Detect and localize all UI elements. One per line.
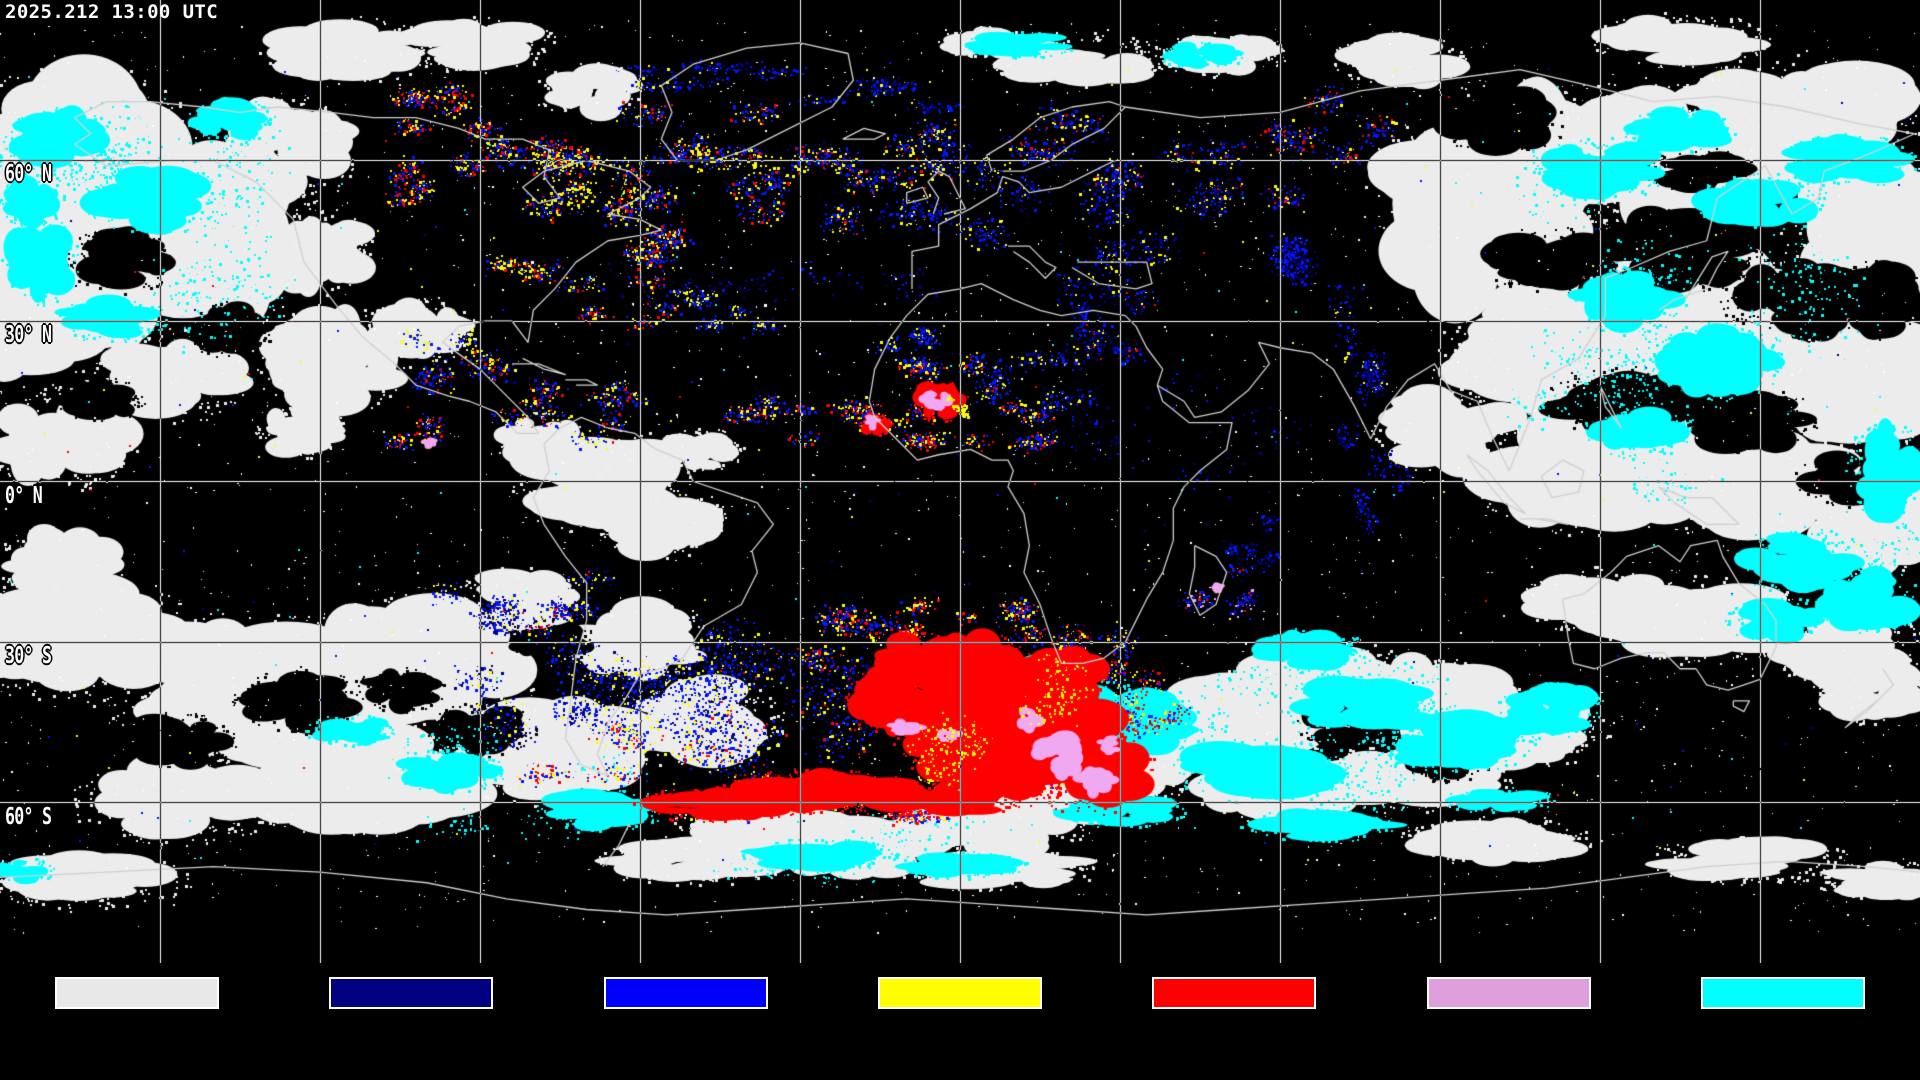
lat-label-60s: 60° S (5, 804, 52, 830)
legend-item-med-probability: Med.Probability of Light Icing (549, 963, 823, 1080)
legend-swatch-no-icing (55, 977, 220, 1009)
legend-item-night-icing: Night Icing (1646, 963, 1920, 1080)
legend-item-no-icing: No Icing Retrieval (0, 963, 274, 1080)
lat-label-0n: 0° N (5, 483, 43, 509)
legend-swatch-night-icing (1700, 977, 1865, 1009)
legend-swatch-moderate-greater (1152, 977, 1317, 1009)
legend-swatch-med-probability (603, 977, 768, 1009)
lat-label-30n: 30° N (5, 322, 52, 348)
legend-swatch-heavy-icing (1426, 977, 1591, 1009)
legend-item-moderate-greater: Moderate/Greater Icing Likely (1097, 963, 1371, 1080)
lat-label-30s: 30° S (5, 643, 52, 669)
legend-item-heavy-icing: Heavy Icing (1371, 963, 1645, 1080)
legend: No Icing Retrieval Low Probability of Li… (0, 963, 1920, 1080)
timestamp-label: 2025.212 13:00 UTC (5, 1, 219, 23)
legend-swatch-high-probability (877, 977, 1042, 1009)
map-area: 2025.212 13:00 UTC 60° N 30° N 0° N 30° … (0, 0, 1920, 963)
legend-item-high-probability: High Probability of Light Icing (823, 963, 1097, 1080)
legend-item-low-probability: Low Probability of Light Icing (274, 963, 548, 1080)
lat-label-60n: 60° N (5, 161, 52, 187)
legend-swatch-low-probability (329, 977, 494, 1009)
world-icing-map-canvas (0, 0, 1920, 963)
